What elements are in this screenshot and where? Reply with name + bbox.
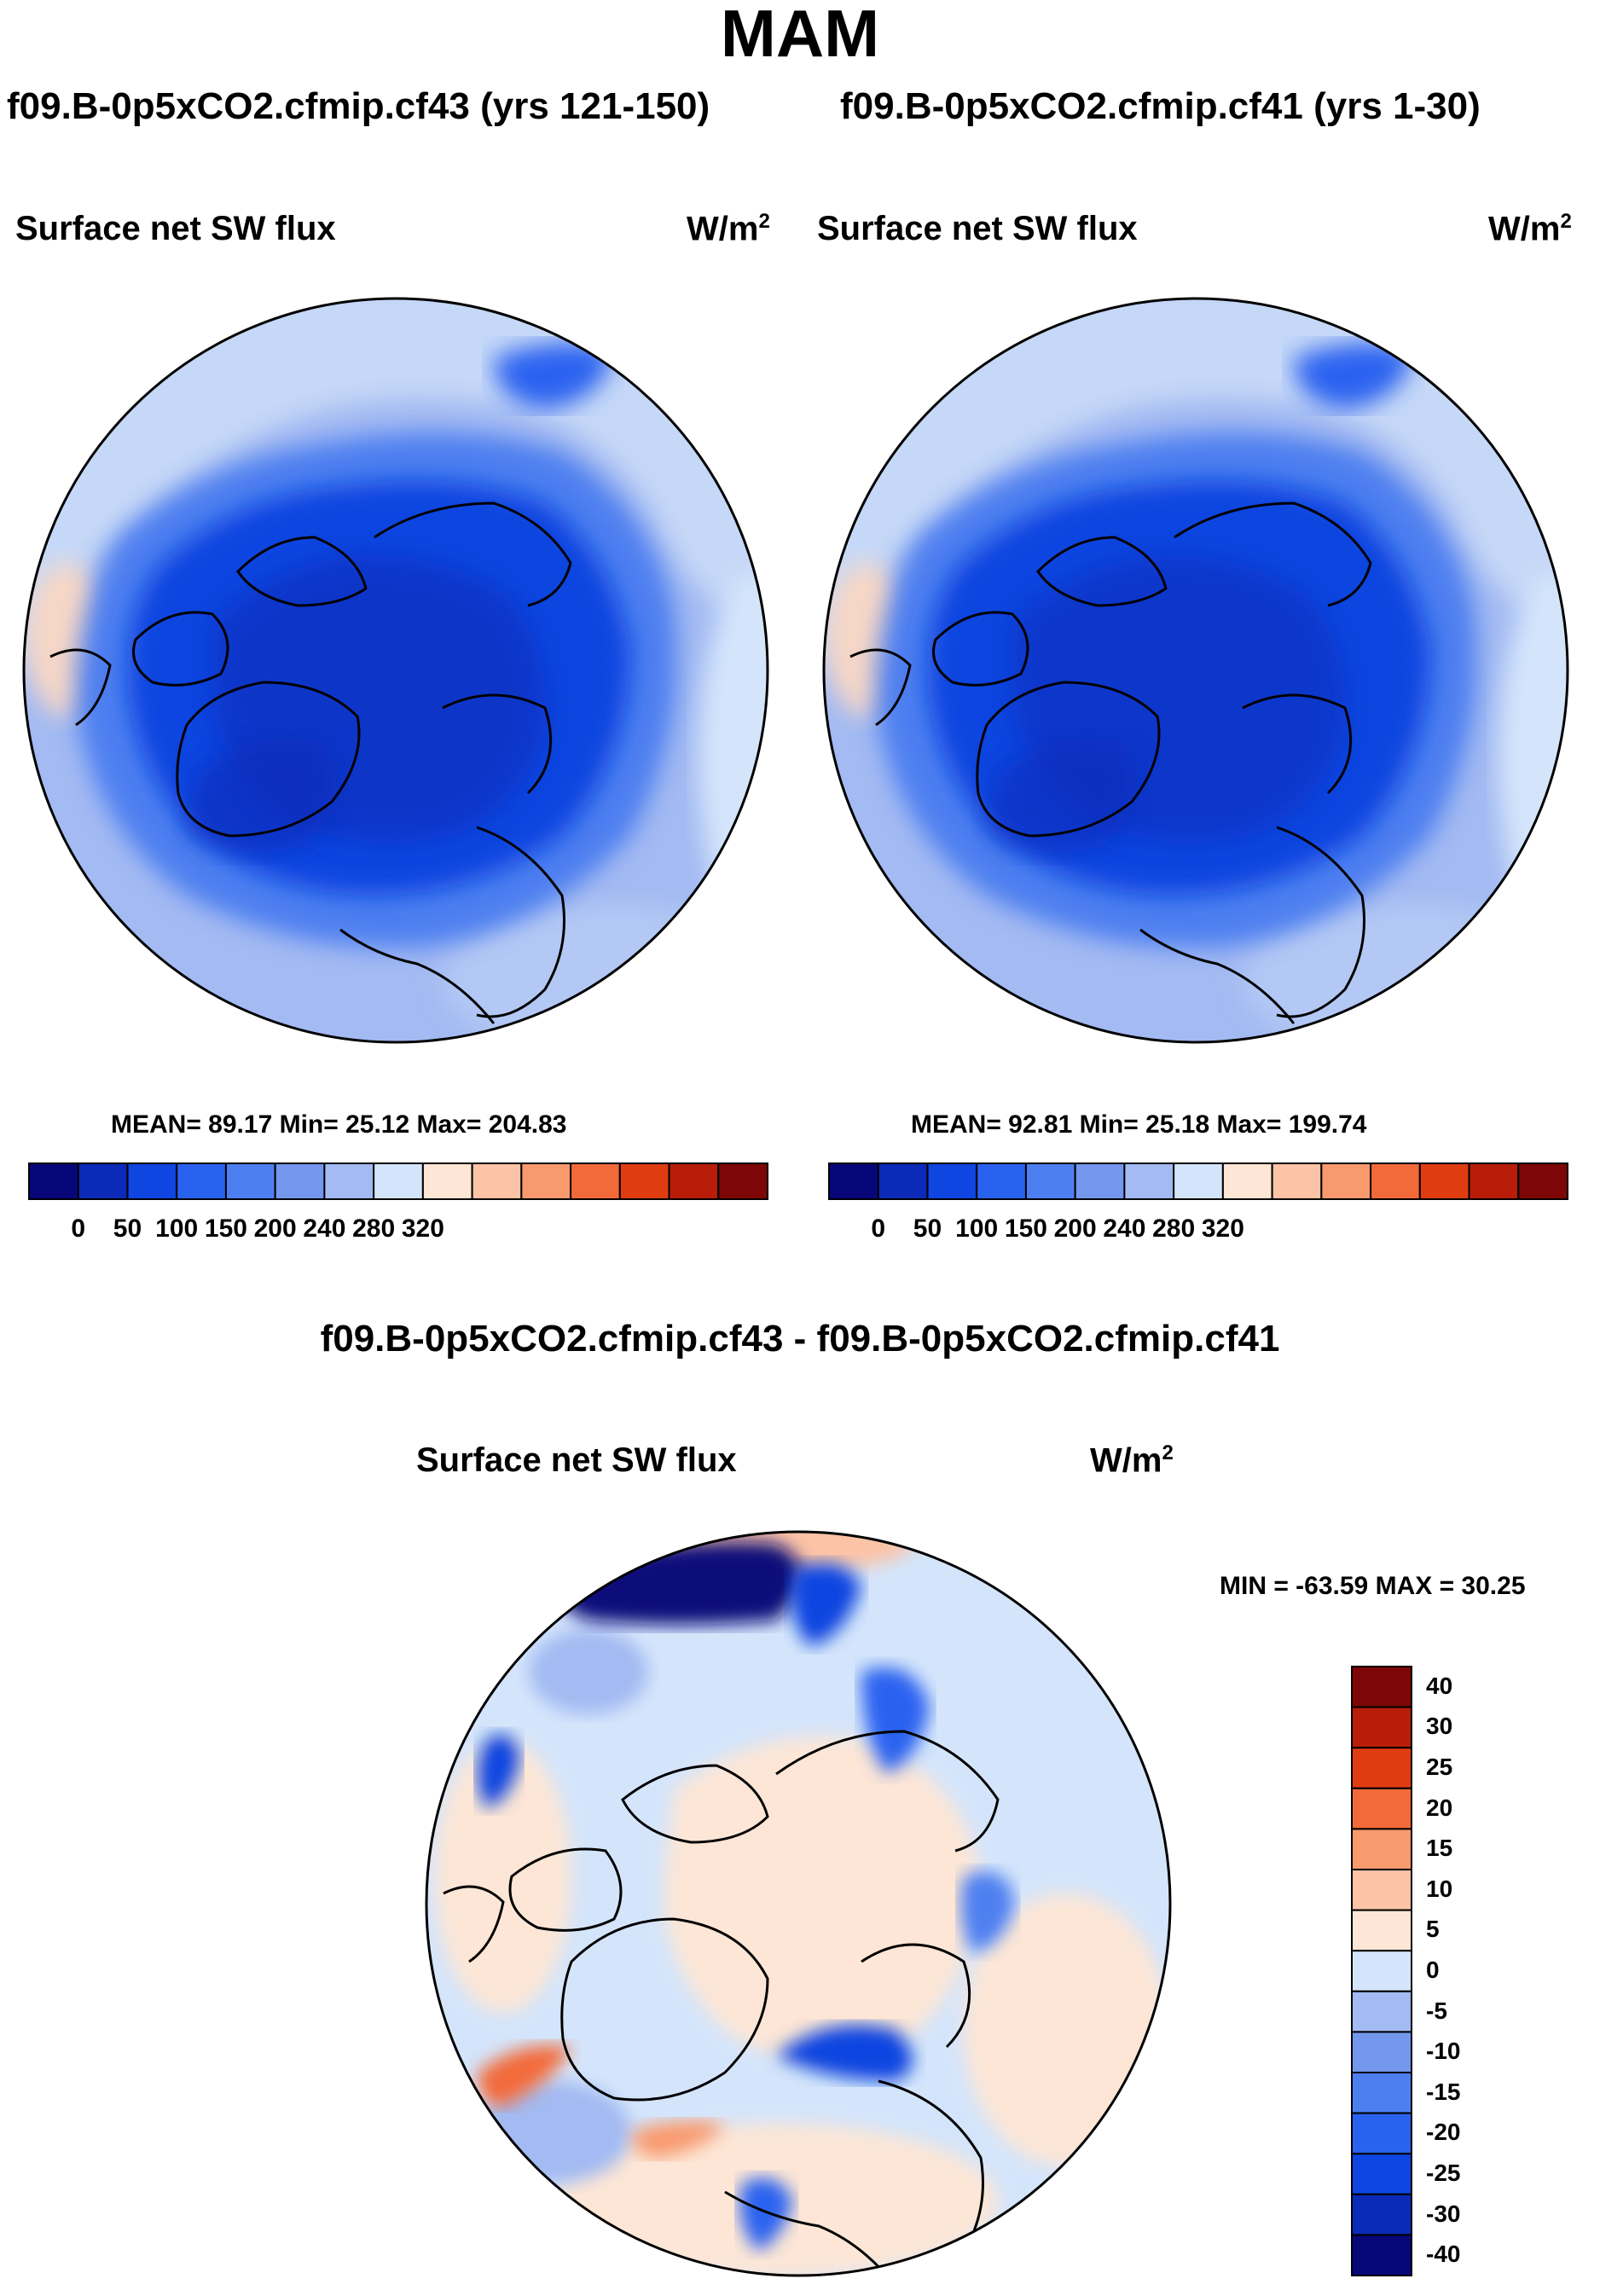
right-colorbar	[828, 1162, 1568, 1200]
colorbar-tick-label: 50	[913, 1215, 942, 1243]
diff-stats: MIN = -63.59 MAX = 30.25	[1220, 1572, 1526, 1600]
colorbar-box	[1351, 2112, 1412, 2155]
diff-colorbar	[1351, 1666, 1412, 2277]
colorbar-box	[926, 1162, 978, 1200]
colorbar-tick-label: 280	[1152, 1215, 1196, 1243]
colorbar-box	[274, 1162, 326, 1200]
colorbar-tick-label: 0	[1426, 1957, 1440, 1983]
colorbar-tick-label: -30	[1426, 2200, 1461, 2227]
colorbar-box	[1351, 1909, 1412, 1952]
colorbar-tick-label: 240	[1103, 1215, 1146, 1243]
season-title: MAM	[720, 0, 880, 71]
colorbar-tick-label: 320	[1201, 1215, 1244, 1243]
colorbar-box	[471, 1162, 523, 1200]
colorbar-box	[1351, 2193, 1412, 2236]
colorbar-box	[1351, 1706, 1412, 1749]
colorbar-tick-label: 240	[303, 1215, 346, 1243]
colorbar-box	[1024, 1162, 1076, 1200]
colorbar-tick-label: 320	[401, 1215, 444, 1243]
colorbar-box	[570, 1162, 621, 1200]
colorbar-tick-label: -25	[1426, 2160, 1461, 2186]
colorbar-tick-label: 25	[1426, 1754, 1453, 1780]
colorbar-tick-label: -40	[1426, 2241, 1461, 2268]
left-polar-map	[22, 297, 769, 1044]
colorbar-tick-label: 40	[1426, 1672, 1453, 1699]
colorbar-box	[1351, 1950, 1412, 1992]
colorbar-tick-label: 20	[1426, 1794, 1453, 1821]
colorbar-box	[1351, 1787, 1412, 1830]
difference-polar-map	[425, 1530, 1172, 2277]
colorbar-box	[1351, 2031, 1412, 2073]
colorbar-box	[126, 1162, 178, 1200]
colorbar-tick-label: 150	[204, 1215, 247, 1243]
colorbar-tick-label: 5	[1426, 1916, 1440, 1943]
colorbar-box	[1221, 1162, 1273, 1200]
colorbar-box	[1517, 1162, 1568, 1200]
colorbar-tick-label: -20	[1426, 2119, 1461, 2146]
left-stats: MEAN= 89.17 Min= 25.12 Max= 204.83	[111, 1110, 567, 1139]
colorbar-box	[77, 1162, 129, 1200]
colorbar-box	[373, 1162, 424, 1200]
colorbar-box	[1418, 1162, 1470, 1200]
colorbar-tick-label: 200	[1053, 1215, 1097, 1243]
colorbar-box	[1074, 1162, 1126, 1200]
colorbar-tick-label: 200	[253, 1215, 297, 1243]
colorbar-box	[1123, 1162, 1175, 1200]
colorbar-box	[1351, 1869, 1412, 1911]
right-case-title: f09.B-0p5xCO2.cfmip.cf41 (yrs 1-30)	[840, 85, 1481, 127]
left-variable-label: Surface net SW flux	[15, 210, 336, 247]
right-polar-map	[822, 297, 1569, 1044]
colorbar-tick-label: -10	[1426, 2038, 1461, 2065]
colorbar-box	[1351, 1666, 1412, 1708]
right-units-label: W/m2	[1488, 210, 1572, 248]
colorbar-tick-label: -5	[1426, 1997, 1447, 2024]
left-case-title: f09.B-0p5xCO2.cfmip.cf43 (yrs 121-150)	[7, 85, 710, 127]
colorbar-tick-label: 0	[871, 1215, 886, 1243]
colorbar-box	[520, 1162, 572, 1200]
colorbar-box	[1351, 1747, 1412, 1789]
colorbar-box	[1351, 2072, 1412, 2114]
colorbar-tick-label: 50	[113, 1215, 142, 1243]
colorbar-box	[877, 1162, 929, 1200]
colorbar-box	[1370, 1162, 1421, 1200]
colorbar-box	[1173, 1162, 1224, 1200]
colorbar-box	[1468, 1162, 1520, 1200]
colorbar-tick-label: 100	[155, 1215, 199, 1243]
colorbar-tick-label: 100	[955, 1215, 999, 1243]
colorbar-box	[176, 1162, 227, 1200]
colorbar-box	[1351, 1828, 1412, 1870]
colorbar-tick-label: 15	[1426, 1835, 1453, 1862]
difference-title: f09.B-0p5xCO2.cfmip.cf43 - f09.B-0p5xCO2…	[320, 1318, 1280, 1360]
diff-units-label: W/m2	[1090, 1441, 1174, 1480]
colorbar-box	[717, 1162, 768, 1200]
right-stats: MEAN= 92.81 Min= 25.18 Max= 199.74	[911, 1110, 1367, 1139]
colorbar-box	[421, 1162, 473, 1200]
colorbar-tick-label: 150	[1004, 1215, 1047, 1243]
colorbar-tick-label: 10	[1426, 1875, 1453, 1902]
colorbar-box	[224, 1162, 276, 1200]
colorbar-box	[1351, 2153, 1412, 2195]
colorbar-box	[323, 1162, 375, 1200]
colorbar-box	[1271, 1162, 1323, 1200]
diff-variable-label: Surface net SW flux	[416, 1441, 737, 1479]
colorbar-box	[1320, 1162, 1372, 1200]
colorbar-box	[1351, 1990, 1412, 2033]
colorbar-box	[618, 1162, 670, 1200]
colorbar-box	[28, 1162, 79, 1200]
right-variable-label: Surface net SW flux	[817, 210, 1138, 247]
colorbar-box	[976, 1162, 1027, 1200]
colorbar-tick-label: 30	[1426, 1713, 1453, 1740]
colorbar-box	[668, 1162, 720, 1200]
colorbar-tick-label: 0	[71, 1215, 86, 1243]
colorbar-tick-label: 280	[352, 1215, 396, 1243]
colorbar-box	[828, 1162, 879, 1200]
left-units-label: W/m2	[687, 210, 770, 248]
colorbar-box	[1351, 2234, 1412, 2277]
colorbar-tick-label: -15	[1426, 2078, 1461, 2105]
left-colorbar	[28, 1162, 768, 1200]
